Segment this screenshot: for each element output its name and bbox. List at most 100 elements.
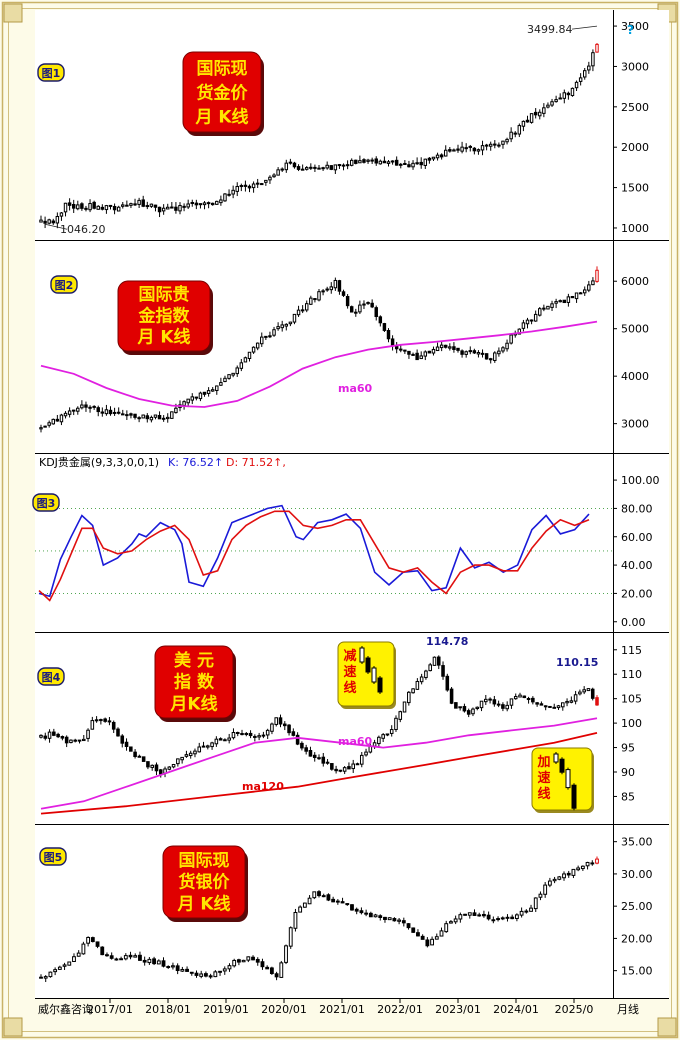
candle	[133, 413, 137, 420]
candle	[171, 962, 175, 970]
candle	[547, 877, 552, 888]
candle	[578, 689, 582, 696]
candle-body	[161, 960, 166, 967]
candle-body	[431, 156, 436, 160]
candle	[435, 342, 440, 352]
candle	[468, 144, 472, 152]
candle	[247, 184, 252, 193]
candle	[247, 351, 252, 362]
candle-body	[590, 862, 595, 865]
candle-body	[460, 146, 464, 152]
candle-body	[156, 960, 161, 965]
candle	[201, 741, 206, 748]
title-badge-bg	[162, 845, 246, 919]
candle-body	[80, 404, 84, 409]
candle-body	[595, 858, 599, 864]
candle	[521, 319, 526, 332]
candle-body	[416, 932, 420, 937]
accel-inset-char: 加	[536, 755, 550, 770]
candle	[411, 160, 415, 170]
candle-body	[99, 719, 103, 722]
candle	[415, 349, 419, 361]
candle-body	[513, 696, 518, 700]
candle-body	[264, 335, 268, 338]
candle	[194, 396, 199, 401]
candle	[292, 313, 297, 325]
candle	[472, 348, 477, 354]
candle	[43, 732, 48, 741]
corner-ornament-bl	[3, 1017, 23, 1037]
candle-body	[81, 738, 86, 742]
candle-body	[561, 702, 565, 708]
candle	[67, 961, 72, 966]
candle-body	[403, 349, 407, 352]
high-pointer	[571, 25, 598, 30]
candle	[166, 413, 170, 423]
candle	[482, 910, 486, 918]
candle	[452, 148, 456, 152]
candle-body	[67, 961, 72, 966]
decel-inset-mini-candle	[359, 647, 365, 663]
candle	[509, 127, 513, 143]
candle	[362, 300, 366, 310]
candle-body	[72, 956, 76, 963]
candle-body	[434, 936, 439, 940]
candle	[235, 731, 240, 737]
candle	[59, 211, 64, 221]
candle-body	[468, 350, 472, 353]
candle-body	[292, 162, 297, 168]
candle-body	[501, 347, 505, 352]
candle-body	[482, 913, 486, 917]
candle-body	[296, 309, 301, 316]
candle	[491, 916, 496, 924]
candle-body	[449, 688, 454, 704]
candle-body	[174, 206, 178, 211]
candle-body	[137, 755, 142, 758]
candle-body	[497, 144, 501, 147]
candle-body	[441, 665, 445, 677]
d-line	[38, 510, 590, 602]
candle	[304, 744, 308, 755]
high2-label: 110.15	[556, 656, 598, 669]
candle-body	[129, 413, 133, 416]
candle	[479, 700, 484, 712]
candle	[208, 973, 213, 979]
candle-body	[519, 910, 524, 916]
candle	[60, 735, 65, 741]
candle-body	[456, 148, 460, 151]
candle-body	[517, 125, 522, 135]
candle	[88, 405, 92, 413]
candle	[287, 724, 291, 736]
candle	[325, 286, 329, 292]
candle	[260, 958, 265, 970]
candle-body	[219, 199, 223, 204]
candle-body	[88, 203, 92, 211]
candle	[441, 661, 445, 680]
candle	[218, 737, 223, 741]
candle-body	[201, 745, 206, 748]
plot-area	[35, 10, 613, 998]
title-line: 金指数	[138, 305, 191, 326]
candle-body	[59, 414, 64, 423]
candle-body	[342, 767, 347, 772]
candle-body	[420, 935, 425, 940]
candle	[48, 971, 53, 978]
candle-body	[158, 769, 163, 775]
candle-body	[397, 919, 402, 922]
candle-body	[300, 168, 305, 171]
accel-inset-char: 速	[537, 770, 550, 786]
candle-body	[60, 736, 65, 739]
x-axis: 威尔鑫咨询 月线 2017/01 2018/01 2019/01 2020/01 202…	[35, 998, 669, 1016]
candle-body	[341, 291, 346, 296]
candle-body	[300, 309, 305, 312]
candle-body	[374, 158, 378, 164]
candle-body	[280, 168, 284, 171]
candle-body	[114, 958, 119, 961]
candle	[240, 729, 244, 736]
candle-body	[411, 688, 415, 694]
candle-body	[539, 703, 544, 706]
candle-body	[525, 119, 530, 123]
candle-body	[116, 728, 120, 737]
candle	[194, 199, 199, 210]
candle-body	[288, 161, 293, 164]
